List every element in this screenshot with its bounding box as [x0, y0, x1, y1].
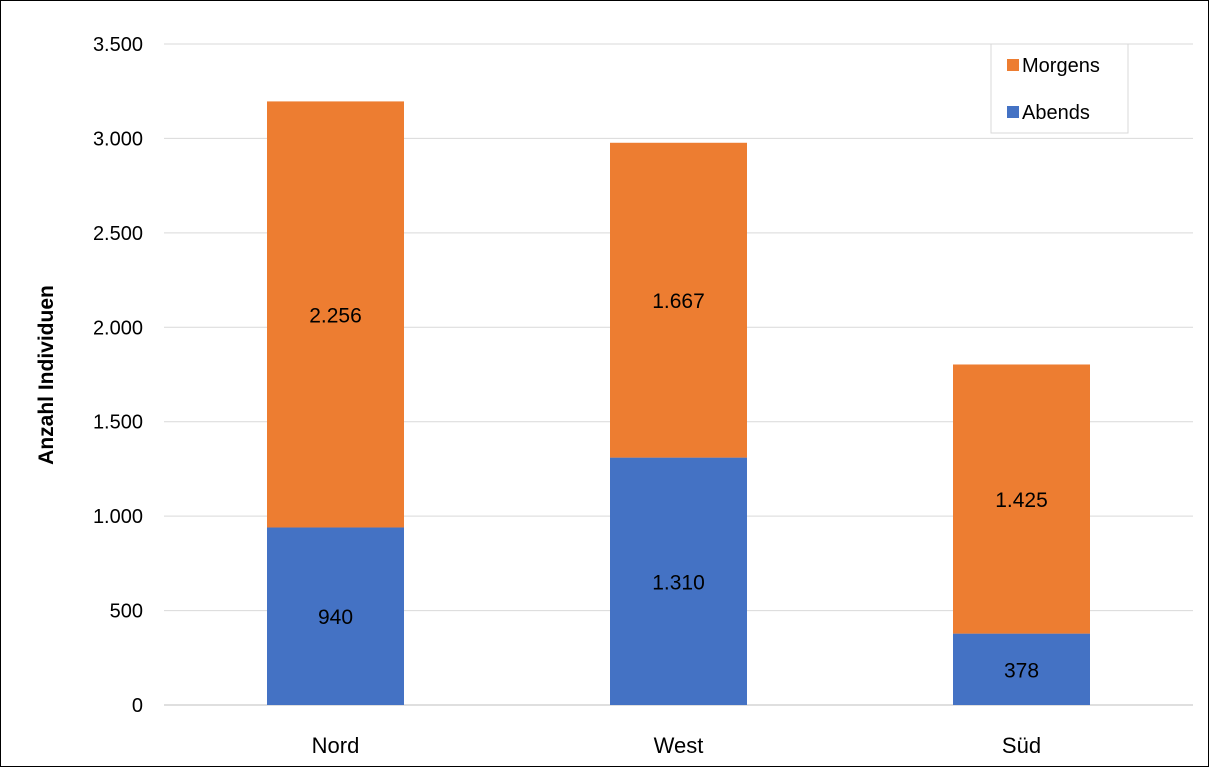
bar-segment-abends [267, 527, 404, 705]
legend-label-morgens: Morgens [1022, 55, 1100, 77]
bar-segment-morgens [267, 101, 404, 528]
data-label: 2.256 [309, 304, 362, 327]
y-tick-label: 1.500 [93, 412, 143, 434]
y-axis-ticks: 0 500 1.000 1.500 2.000 2.500 3.000 3.500 [93, 34, 143, 717]
y-tick-label: 3.000 [93, 128, 143, 150]
legend-label-abends: Abends [1022, 102, 1090, 124]
x-axis-categories: Nord West Süd [312, 733, 1041, 758]
data-labels: 940 2.256 1.310 1.667 378 1.425 [309, 290, 1048, 682]
y-tick-label: 1.000 [93, 506, 143, 528]
legend-swatch-abends [1007, 106, 1019, 118]
x-category-label: Nord [312, 733, 360, 758]
y-tick-label: 500 [110, 601, 143, 623]
legend-box [990, 43, 1129, 134]
legend-swatch-morgens [1007, 59, 1019, 71]
bar-segment-morgens [610, 142, 747, 458]
bars [267, 101, 1090, 705]
data-label: 1.310 [652, 571, 705, 594]
legend: Morgens Abends [990, 43, 1129, 134]
bar-segment-abends [953, 633, 1090, 705]
y-axis-label: Anzahl Individuen [35, 285, 58, 465]
data-label: 1.425 [995, 489, 1048, 512]
y-tick-label: 2.500 [93, 223, 143, 245]
data-label: 378 [1004, 659, 1039, 682]
data-label: 1.667 [652, 290, 705, 313]
data-label: 940 [318, 606, 353, 629]
y-tick-label: 0 [132, 695, 143, 717]
x-category-label: West [654, 733, 704, 758]
bar-segment-abends [610, 457, 747, 705]
x-category-label: Süd [1002, 733, 1041, 758]
y-tick-label: 3.500 [93, 34, 143, 56]
y-tick-label: 2.000 [93, 317, 143, 339]
bar-segment-morgens [953, 364, 1090, 634]
